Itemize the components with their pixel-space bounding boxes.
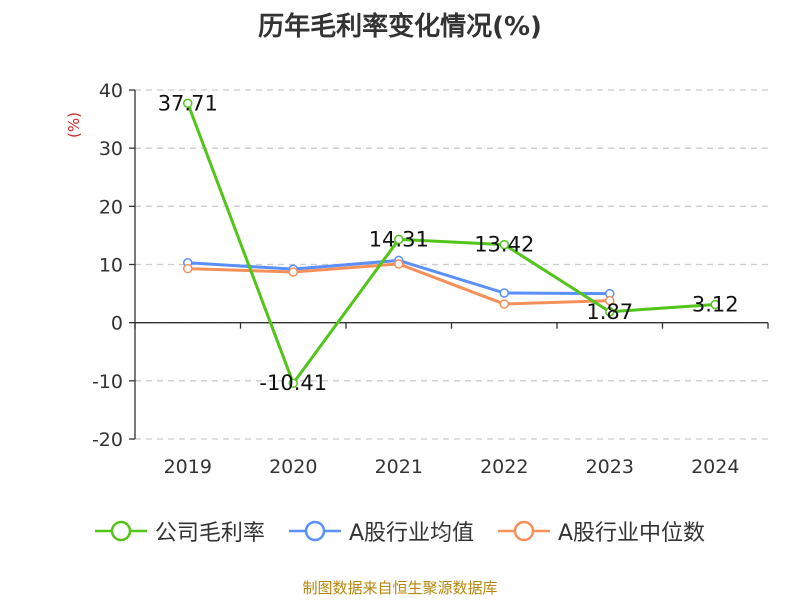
legend: 公司毛利率 A股行业均值 A股行业中位数 <box>0 515 800 547</box>
data-point <box>605 295 615 306</box>
legend-label: 公司毛利率 <box>154 521 265 546</box>
legend-item[interactable]: A股行业均值 <box>288 515 474 547</box>
chart-title: 历年毛利率变化情况(%) <box>258 12 542 42</box>
data-point <box>394 259 404 269</box>
y-tick-label: 30 <box>99 138 123 160</box>
data-point <box>710 299 720 310</box>
y-tick-label: -10 <box>92 371 123 393</box>
legend-line-circle-icon <box>288 520 341 542</box>
x-tick-label: 2024 <box>691 456 739 478</box>
y-tick-label: 0 <box>111 313 123 335</box>
data-label: 14.31 <box>369 227 429 251</box>
axis-layer: 40 30 20 10 0 -10 -20 2019 2020 2021 2022 2023 2024 <box>92 80 769 478</box>
data-label: -10.41 <box>259 371 327 395</box>
legend-label: A股行业均值 <box>348 521 474 546</box>
data-point <box>394 234 404 245</box>
legend-label: A股行业中位数 <box>558 521 706 546</box>
x-tick-label: 2020 <box>269 456 317 478</box>
legend-line-circle-icon <box>498 520 550 542</box>
legend-item[interactable]: 公司毛利率 <box>94 515 265 547</box>
data-point <box>183 263 193 274</box>
legend-swatch-circle <box>513 520 535 542</box>
series-layer <box>183 98 720 388</box>
x-tick-label: 2021 <box>375 456 423 478</box>
data-point <box>499 299 509 309</box>
y-tick-label: 40 <box>99 80 123 102</box>
data-point <box>183 98 193 109</box>
data-point <box>288 267 298 277</box>
data-point <box>499 288 509 298</box>
data-point <box>605 307 615 317</box>
y-tick-label: -20 <box>92 429 123 451</box>
legend-line-circle-icon <box>94 520 147 542</box>
legend-swatch-circle <box>304 520 326 542</box>
label-layer: 37.71 -10.41 14.31 13.42 1.87 3.12 <box>158 91 739 395</box>
x-tick-label: 2023 <box>586 456 634 478</box>
y-tick-label: 20 <box>99 196 123 218</box>
y-tick-label: 10 <box>99 255 123 277</box>
x-tick-label: 2019 <box>164 456 212 478</box>
data-label: 1.87 <box>586 300 633 324</box>
data-point <box>499 239 509 250</box>
legend-swatch-circle <box>110 520 132 542</box>
legend-item[interactable]: A股行业中位数 <box>498 515 705 547</box>
data-label: 13.42 <box>474 233 534 257</box>
data-label: 37.71 <box>158 91 218 115</box>
source-note: 制图数据来自恒生聚源数据库 <box>302 579 498 597</box>
data-point <box>288 378 298 388</box>
x-tick-label: 2022 <box>480 456 528 478</box>
series-line <box>186 102 716 385</box>
data-label: 3.12 <box>692 293 739 317</box>
